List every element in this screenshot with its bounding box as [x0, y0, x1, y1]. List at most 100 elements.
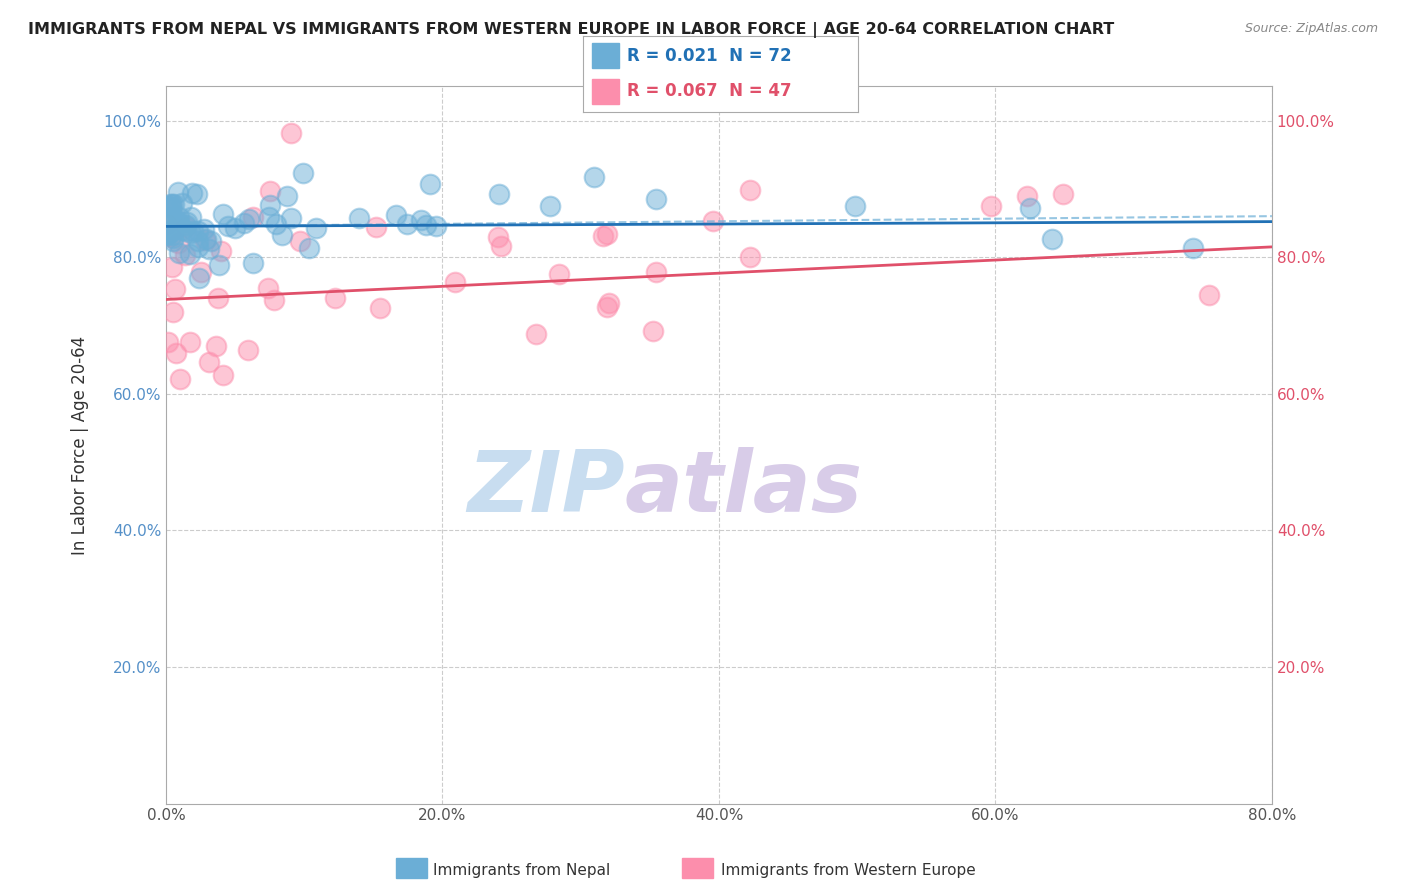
Text: Source: ZipAtlas.com: Source: ZipAtlas.com — [1244, 22, 1378, 36]
Point — [409, 212, 432, 227]
Point — [172, 196, 194, 211]
Point — [1040, 232, 1063, 246]
Point — [641, 324, 664, 338]
Bar — [592, 44, 619, 69]
Point — [385, 208, 408, 222]
Point — [160, 201, 183, 215]
Point — [176, 215, 198, 229]
Point — [157, 227, 180, 242]
Point — [162, 234, 184, 248]
Point — [425, 219, 447, 234]
Text: Immigrants from Western Europe: Immigrants from Western Europe — [721, 863, 976, 878]
Point — [167, 215, 190, 229]
Point — [190, 265, 212, 279]
Point — [165, 282, 187, 296]
Text: Immigrants from Nepal: Immigrants from Nepal — [433, 863, 610, 878]
Point — [644, 265, 666, 279]
Point — [347, 211, 370, 226]
Point — [238, 211, 260, 226]
Point — [242, 210, 264, 224]
Point — [1181, 241, 1204, 255]
Point — [598, 296, 620, 310]
Bar — [592, 78, 619, 104]
Point — [157, 198, 180, 212]
Point — [443, 275, 465, 289]
Point — [162, 230, 184, 244]
Point — [156, 218, 179, 232]
Point — [167, 186, 190, 200]
Point — [167, 246, 190, 260]
Point — [238, 343, 260, 358]
Point — [159, 197, 181, 211]
Point — [271, 227, 294, 242]
Point — [165, 217, 187, 231]
Point — [156, 334, 179, 349]
Point — [844, 199, 866, 213]
Point — [194, 231, 217, 245]
Point — [305, 220, 328, 235]
Point — [524, 327, 547, 342]
Point — [160, 260, 183, 274]
Point — [169, 372, 191, 386]
Point — [702, 214, 724, 228]
Point — [194, 233, 217, 247]
Point — [174, 219, 197, 234]
Point — [212, 206, 235, 220]
Point — [162, 304, 184, 318]
Point — [486, 230, 509, 244]
Point — [738, 183, 761, 197]
Point — [207, 291, 229, 305]
Point — [156, 201, 179, 215]
Point — [162, 210, 184, 224]
Point — [259, 184, 281, 198]
Point — [183, 224, 205, 238]
Point — [208, 258, 231, 272]
Point — [1052, 186, 1074, 201]
Point — [395, 217, 418, 231]
Point — [186, 186, 208, 201]
Point — [491, 238, 513, 252]
Point — [259, 198, 281, 212]
Point — [174, 218, 197, 232]
Point — [160, 197, 183, 211]
Point — [179, 334, 201, 349]
Point — [419, 178, 441, 192]
Point — [187, 271, 209, 285]
Text: R = 0.067  N = 47: R = 0.067 N = 47 — [627, 82, 792, 100]
Point — [198, 354, 221, 368]
Point — [162, 227, 184, 242]
Point — [596, 300, 619, 314]
Point — [156, 227, 179, 242]
Text: atlas: atlas — [624, 447, 863, 530]
Point — [368, 301, 391, 315]
Point — [257, 210, 280, 224]
Point — [200, 235, 222, 249]
Point — [160, 211, 183, 225]
Point — [242, 256, 264, 270]
Point — [163, 196, 186, 211]
Point — [163, 222, 186, 236]
Point — [488, 187, 510, 202]
Point — [180, 210, 202, 224]
Point — [186, 223, 208, 237]
Point — [1018, 202, 1040, 216]
Point — [224, 220, 246, 235]
Point — [167, 235, 190, 250]
Point — [205, 339, 228, 353]
Point — [193, 222, 215, 236]
Point — [325, 291, 347, 305]
Y-axis label: In Labor Force | Age 20-64: In Labor Force | Age 20-64 — [72, 335, 89, 555]
Point — [167, 215, 190, 229]
Point — [174, 224, 197, 238]
Point — [211, 368, 233, 382]
Point — [592, 229, 614, 244]
Point — [645, 192, 668, 206]
Point — [364, 220, 387, 235]
Point — [187, 234, 209, 248]
Point — [156, 211, 179, 226]
Point — [1198, 288, 1220, 302]
Point — [298, 241, 321, 255]
Point — [263, 293, 285, 308]
Point — [596, 227, 619, 242]
Point — [167, 210, 190, 224]
